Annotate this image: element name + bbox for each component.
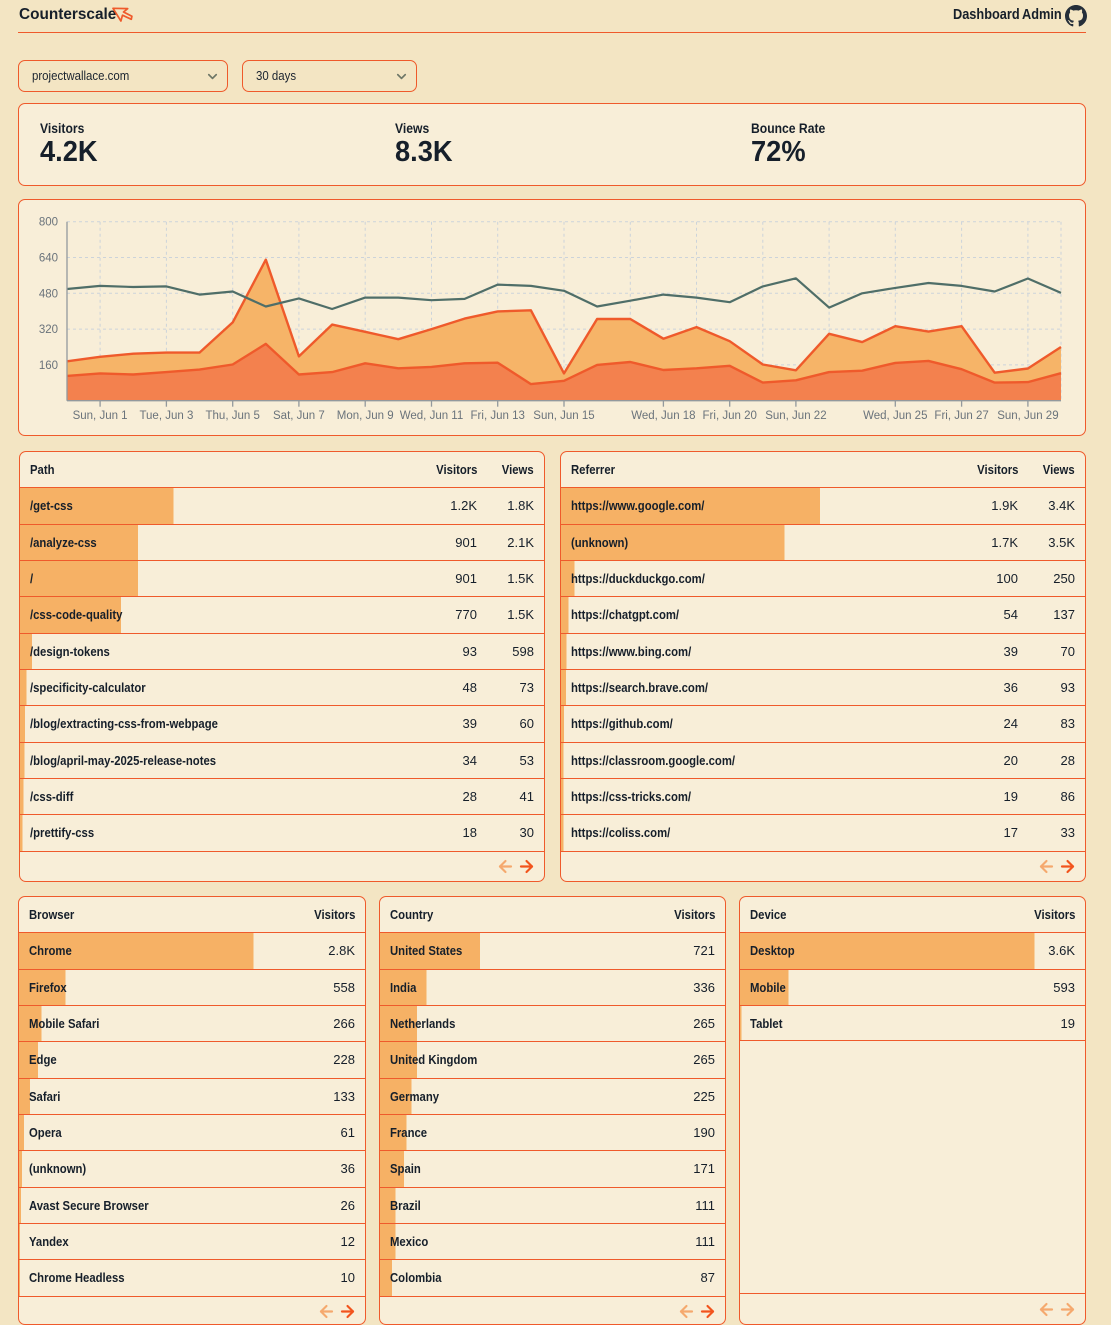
svg-text:Sun, Jun 15: Sun, Jun 15 — [533, 410, 594, 422]
svg-text:Mon, Jun 9: Mon, Jun 9 — [337, 410, 394, 422]
svg-text:Sat, Jun 7: Sat, Jun 7 — [273, 410, 325, 422]
svg-text:Fri, Jun 13: Fri, Jun 13 — [471, 410, 525, 422]
svg-text:Wed, Jun 18: Wed, Jun 18 — [631, 410, 695, 422]
svg-text:320: 320 — [39, 324, 58, 336]
svg-text:640: 640 — [39, 253, 58, 265]
svg-text:Fri, Jun 27: Fri, Jun 27 — [934, 410, 988, 422]
svg-text:Tue, Jun 3: Tue, Jun 3 — [139, 410, 193, 422]
svg-text:Fri, Jun 20: Fri, Jun 20 — [703, 410, 757, 422]
svg-text:800: 800 — [39, 217, 58, 229]
svg-text:Wed, Jun 11: Wed, Jun 11 — [400, 410, 464, 422]
svg-text:Wed, Jun 25: Wed, Jun 25 — [863, 410, 927, 422]
svg-text:Sun, Jun 22: Sun, Jun 22 — [765, 410, 826, 422]
svg-text:Sun, Jun 29: Sun, Jun 29 — [997, 410, 1058, 422]
svg-text:160: 160 — [39, 360, 58, 372]
svg-text:480: 480 — [39, 288, 58, 300]
svg-text:Sun, Jun 1: Sun, Jun 1 — [73, 410, 128, 422]
svg-text:Thu, Jun 5: Thu, Jun 5 — [206, 410, 260, 422]
